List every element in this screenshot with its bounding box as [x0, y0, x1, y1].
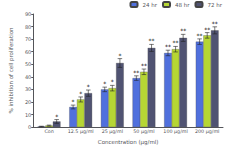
svg-text:0: 0: [28, 124, 31, 130]
svg-text:*: *: [79, 90, 82, 97]
svg-text:**: **: [204, 26, 210, 33]
svg-text:*: *: [103, 80, 106, 87]
svg-text:50: 50: [25, 61, 31, 67]
svg-text:Con: Con: [44, 129, 53, 134]
svg-text:**: **: [165, 43, 171, 50]
svg-text:70: 70: [25, 36, 31, 42]
svg-text:40: 40: [25, 74, 31, 80]
svg-text:**: **: [212, 20, 218, 27]
svg-text:48 hr: 48 hr: [175, 2, 190, 8]
svg-text:100 μg/ml: 100 μg/ml: [163, 129, 187, 134]
svg-text:24 hr: 24 hr: [143, 2, 158, 8]
svg-text:**: **: [149, 37, 155, 44]
svg-text:72 hr: 72 hr: [208, 2, 223, 8]
svg-text:12.5 μg/ml: 12.5 μg/ml: [68, 129, 94, 134]
svg-text:60: 60: [25, 49, 31, 55]
svg-text:25 μg/ml: 25 μg/ml: [102, 129, 123, 134]
svg-text:10: 10: [25, 112, 31, 118]
svg-text:200 μg/ml: 200 μg/ml: [195, 129, 219, 134]
svg-text:Concentration (μg/ml): Concentration (μg/ml): [98, 139, 159, 146]
svg-text:% inhibition of cell prolifera: % inhibition of cell proliferation: [8, 27, 15, 114]
svg-text:*: *: [87, 83, 90, 90]
svg-text:**: **: [180, 27, 186, 34]
svg-text:**: **: [141, 62, 147, 69]
svg-text:80: 80: [25, 24, 31, 30]
svg-text:**: **: [173, 39, 179, 46]
svg-text:20: 20: [25, 99, 31, 105]
svg-text:50 μg/ml: 50 μg/ml: [133, 129, 154, 134]
svg-text:*: *: [118, 52, 121, 59]
svg-text:*: *: [55, 113, 58, 120]
svg-text:*: *: [111, 78, 114, 85]
svg-text:**: **: [133, 69, 139, 76]
svg-text:30: 30: [25, 86, 31, 92]
svg-text:*: *: [72, 98, 75, 105]
svg-text:**: **: [197, 32, 203, 39]
svg-text:90: 90: [25, 11, 31, 17]
